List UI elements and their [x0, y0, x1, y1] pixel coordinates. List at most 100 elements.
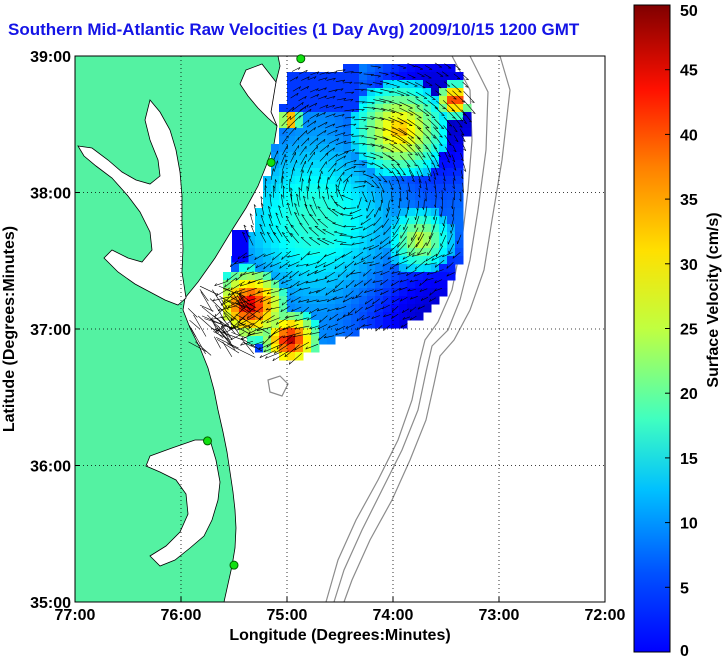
velocity-cell: [327, 152, 336, 161]
current-vector-head: [275, 212, 279, 216]
velocity-cell: [391, 200, 400, 209]
current-vector-head: [268, 223, 272, 227]
current-vector-head: [362, 246, 366, 250]
velocity-cell: [359, 112, 368, 121]
velocity-cell: [407, 152, 416, 161]
current-vector: [328, 138, 339, 144]
current-vector: [327, 207, 339, 217]
velocity-cell: [375, 280, 384, 289]
current-vector: [337, 151, 349, 157]
current-vector: [294, 325, 310, 330]
current-vector-head: [302, 178, 304, 182]
velocity-cell: [375, 296, 384, 305]
current-vector-head: [308, 227, 312, 229]
velocity-cell: [263, 280, 272, 289]
current-vector: [400, 297, 408, 302]
velocity-cell: [223, 280, 232, 289]
current-vector-head: [463, 122, 467, 124]
velocity-cell: [287, 288, 296, 297]
current-vector: [211, 320, 219, 334]
current-vector: [418, 178, 422, 189]
current-vector-head: [380, 282, 382, 286]
velocity-cell: [327, 96, 336, 105]
velocity-cell: [319, 96, 328, 105]
current-vector: [361, 161, 374, 165]
current-vector-head: [337, 189, 341, 192]
velocity-cell: [303, 320, 312, 329]
current-vector: [398, 127, 414, 139]
current-vector-head: [405, 197, 409, 201]
velocity-cell: [407, 64, 416, 73]
current-vector-head: [302, 169, 304, 173]
current-vector-head: [294, 203, 297, 206]
current-vector-head: [230, 317, 232, 321]
velocity-cell: [351, 272, 360, 281]
current-vector: [462, 182, 464, 193]
velocity-cell: [447, 240, 456, 249]
current-vector: [328, 153, 338, 162]
current-vector: [294, 212, 301, 225]
current-vector-head: [390, 248, 392, 252]
current-vector-head: [389, 91, 393, 93]
current-vector: [431, 254, 443, 261]
current-vector: [296, 193, 300, 207]
velocity-cell: [303, 280, 312, 289]
current-vector-head: [409, 153, 413, 155]
current-vector-head: [280, 309, 283, 313]
current-vector-head: [397, 272, 401, 275]
current-vector: [330, 195, 339, 207]
current-vector: [322, 238, 335, 245]
current-vector-head: [406, 272, 409, 276]
velocity-cell: [263, 320, 272, 329]
current-vector: [239, 287, 257, 294]
current-vector-head: [430, 155, 434, 158]
current-vector: [452, 90, 466, 103]
velocity-cell: [447, 128, 456, 137]
current-vector-head: [353, 159, 357, 163]
current-vector: [335, 79, 345, 82]
current-vector-head: [362, 185, 366, 188]
velocity-cell: [407, 88, 416, 97]
current-vector-head: [452, 159, 456, 163]
velocity-cell: [263, 208, 272, 217]
velocity-cell: [399, 304, 408, 313]
current-vector-head: [463, 148, 467, 151]
current-vector-head: [340, 106, 344, 109]
current-vector: [282, 270, 293, 279]
velocity-cell: [271, 288, 280, 297]
velocity-cell: [359, 264, 368, 273]
velocity-cell: [271, 280, 280, 289]
velocity-cell: [335, 216, 344, 225]
current-vector-head: [414, 217, 416, 220]
current-vector-head: [424, 262, 428, 266]
current-vector: [371, 179, 380, 189]
current-vector-head: [262, 273, 265, 277]
velocity-cell: [407, 288, 416, 297]
current-vector-head: [318, 185, 321, 189]
velocity-cell: [232, 238, 241, 247]
current-vector: [300, 306, 310, 315]
current-vector-head: [341, 114, 345, 117]
velocity-cell: [247, 280, 256, 289]
current-vector: [353, 185, 366, 189]
current-vector: [273, 325, 291, 335]
current-vector-head: [322, 196, 326, 199]
current-vector: [337, 178, 341, 191]
velocity-cell: [303, 176, 312, 185]
current-vector-head: [424, 198, 427, 202]
current-vector: [224, 277, 237, 288]
current-vector: [280, 170, 284, 183]
current-vector-head: [321, 170, 323, 174]
current-vector: [440, 224, 446, 237]
current-vector: [378, 173, 388, 183]
velocity-cell: [375, 64, 384, 73]
velocity-cell: [311, 224, 320, 233]
velocity-cell: [271, 320, 280, 329]
velocity-cell: [375, 240, 384, 249]
velocity-cell: [319, 224, 328, 233]
velocity-cell: [351, 96, 360, 105]
current-vector: [231, 332, 248, 339]
current-vector: [433, 179, 436, 189]
current-vector: [222, 341, 233, 358]
current-vector: [281, 175, 284, 189]
